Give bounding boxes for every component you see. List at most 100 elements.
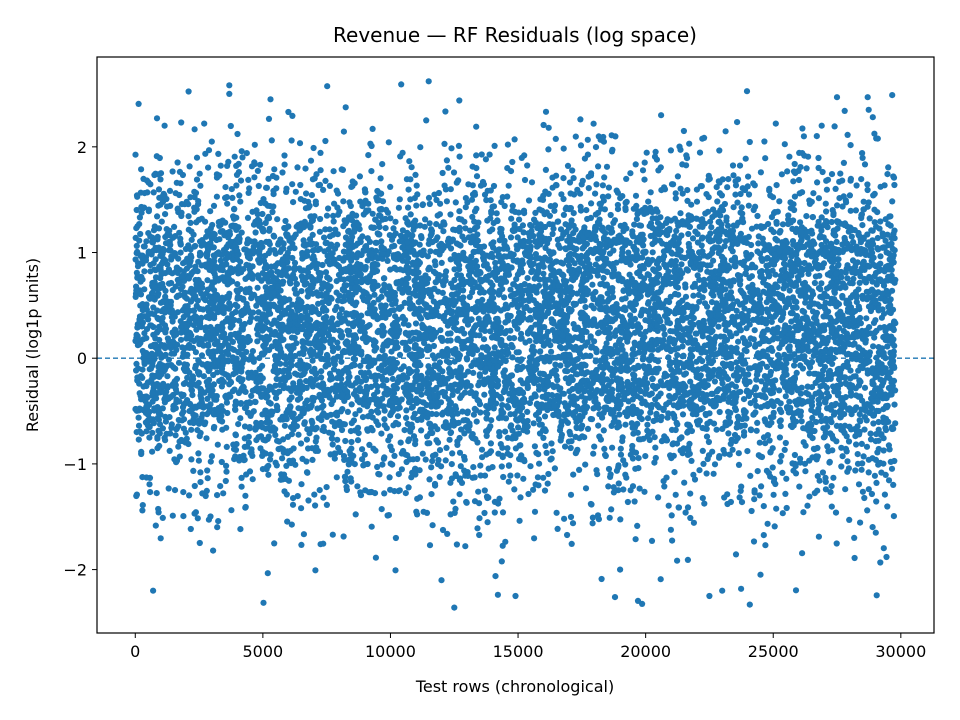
- residual-point: [885, 221, 892, 228]
- residual-point: [585, 173, 592, 180]
- residual-point: [499, 402, 506, 409]
- residual-point: [447, 245, 455, 252]
- residual-point: [147, 261, 154, 269]
- residual-point: [885, 477, 893, 484]
- residual-point: [214, 492, 221, 499]
- residual-point: [770, 491, 777, 498]
- residual-point: [738, 585, 745, 592]
- residual-point: [571, 260, 578, 267]
- residual-point: [871, 130, 878, 137]
- residual-point: [753, 223, 760, 230]
- residual-point: [573, 424, 580, 431]
- residual-point: [378, 506, 385, 513]
- residual-point: [725, 176, 732, 183]
- residual-point: [657, 576, 664, 583]
- residual-point: [863, 315, 870, 322]
- residual-point: [760, 503, 767, 510]
- residual-point: [489, 350, 497, 357]
- residual-point: [569, 410, 576, 417]
- residual-point: [776, 198, 783, 205]
- residual-point: [238, 148, 245, 155]
- residual-point: [664, 414, 671, 421]
- residual-point: [681, 479, 688, 486]
- residual-point: [723, 217, 730, 224]
- residual-point: [622, 421, 629, 428]
- residual-point: [740, 396, 748, 403]
- residual-point: [792, 470, 800, 477]
- residual-point: [701, 300, 709, 307]
- residual-point: [700, 460, 707, 467]
- residual-point: [815, 195, 823, 202]
- residual-point: [271, 540, 278, 547]
- residual-point: [363, 387, 371, 394]
- residual-point: [259, 210, 266, 218]
- residual-point: [789, 415, 797, 422]
- residual-point: [887, 458, 894, 465]
- residual-point: [490, 182, 498, 190]
- residual-point: [322, 226, 329, 233]
- residual-point: [367, 140, 374, 147]
- residual-point: [372, 216, 379, 223]
- residual-point: [553, 372, 560, 379]
- residual-point: [374, 463, 381, 471]
- residual-point: [624, 498, 632, 506]
- residual-point: [369, 210, 376, 217]
- residual-point: [197, 469, 204, 476]
- residual-point: [755, 240, 762, 247]
- residual-point: [861, 384, 869, 391]
- residual-point: [223, 468, 230, 475]
- residual-point: [880, 545, 887, 552]
- residual-point: [379, 287, 386, 294]
- residual-point: [153, 490, 160, 497]
- residual-point: [847, 207, 854, 214]
- residual-point: [387, 215, 394, 222]
- residual-point: [495, 382, 502, 389]
- residual-point: [536, 421, 543, 428]
- residual-point: [378, 238, 385, 245]
- residual-point: [471, 405, 478, 412]
- residual-point: [628, 420, 635, 427]
- residual-point: [630, 430, 637, 437]
- residual-point: [340, 533, 347, 540]
- residual-point: [858, 466, 865, 473]
- residual-point: [166, 280, 173, 287]
- residual-point: [754, 468, 761, 475]
- residual-point: [199, 411, 206, 418]
- residual-point: [622, 409, 629, 416]
- residual-point: [419, 450, 426, 457]
- residual-point: [560, 211, 568, 218]
- residual-point: [277, 360, 284, 367]
- residual-point: [450, 226, 457, 233]
- residual-point: [573, 448, 580, 455]
- residual-point: [673, 227, 680, 234]
- residual-point: [816, 272, 823, 279]
- residual-point: [478, 151, 485, 158]
- residual-point: [745, 173, 752, 180]
- residual-point: [338, 358, 345, 365]
- residual-point: [188, 456, 195, 463]
- residual-point: [791, 362, 798, 369]
- residual-point: [752, 203, 759, 210]
- residual-point: [321, 234, 328, 241]
- residual-point: [592, 389, 599, 396]
- residual-point: [655, 494, 662, 501]
- residual-point: [184, 374, 191, 381]
- residual-point: [542, 244, 549, 251]
- residual-point: [252, 229, 259, 236]
- residual-point: [511, 136, 518, 143]
- residual-point: [654, 219, 662, 226]
- residual-point: [328, 435, 335, 442]
- residual-point: [282, 217, 289, 225]
- residual-point: [690, 315, 697, 322]
- residual-point: [177, 285, 184, 293]
- residual-point: [213, 193, 220, 200]
- residual-point: [860, 198, 867, 205]
- residual-point: [218, 458, 225, 466]
- residual-point: [598, 575, 605, 583]
- residual-point: [674, 173, 682, 180]
- residual-point: [565, 262, 573, 269]
- residual-point: [204, 475, 211, 482]
- residual-point: [877, 253, 884, 260]
- residual-point: [527, 463, 534, 470]
- residual-point: [185, 213, 192, 220]
